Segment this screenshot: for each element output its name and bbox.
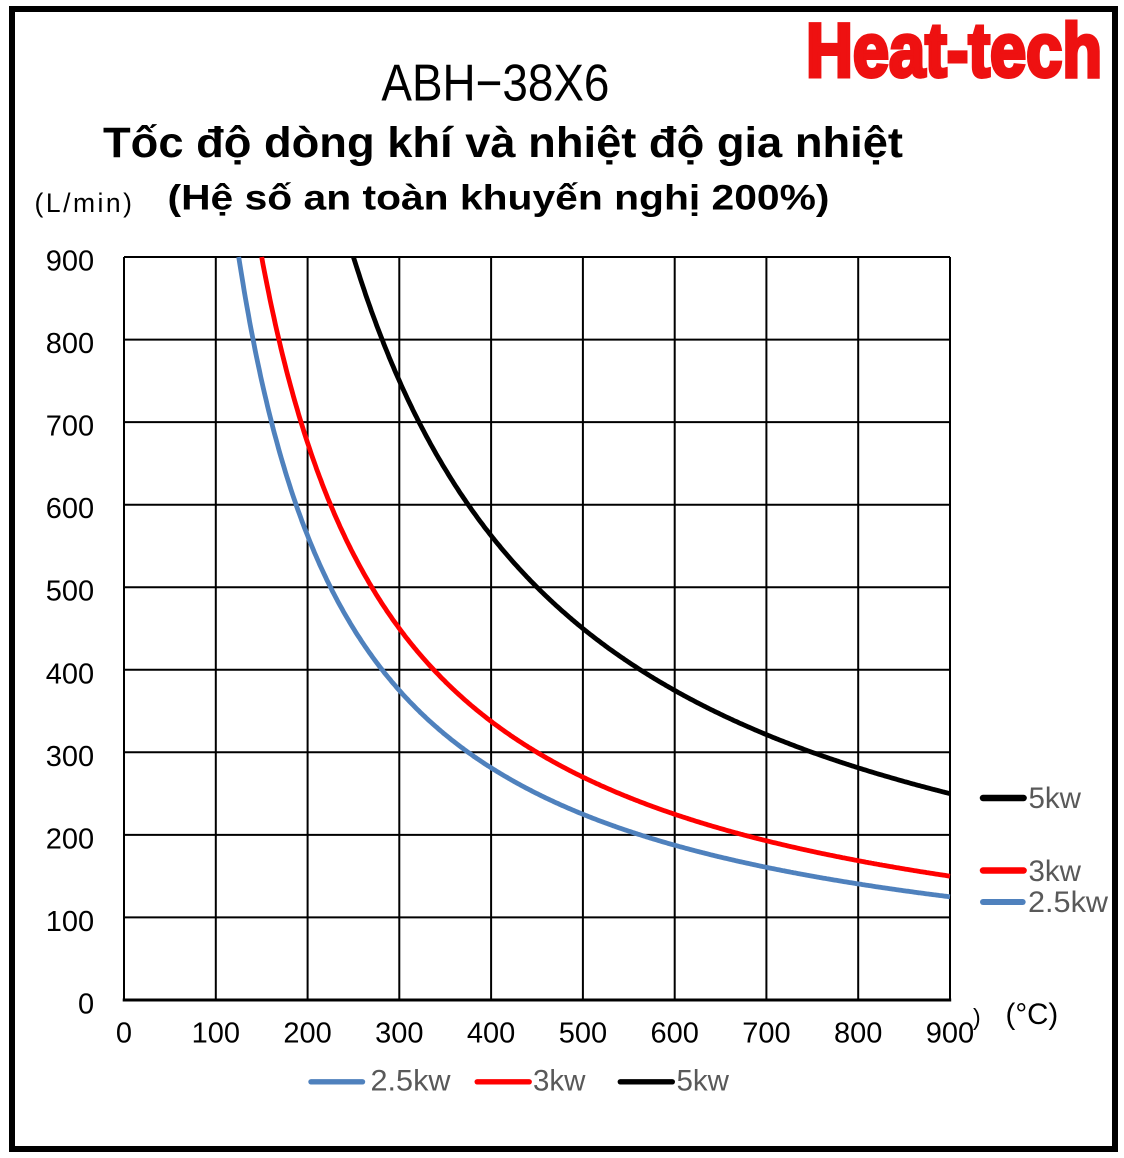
svg-text:800: 800 xyxy=(46,328,94,360)
svg-text:700: 700 xyxy=(742,1018,790,1050)
svg-text:300: 300 xyxy=(46,741,94,773)
svg-text:(°C): (°C) xyxy=(1006,998,1059,1031)
svg-text:300: 300 xyxy=(375,1018,423,1050)
svg-text:200: 200 xyxy=(46,823,94,855)
svg-text:2.5kw: 2.5kw xyxy=(371,1065,452,1098)
svg-text:Tốc độ dòng khí và nhiệt độ gi: Tốc độ dòng khí và nhiệt độ gia nhiệt xyxy=(103,119,903,167)
svg-text:500: 500 xyxy=(46,576,94,608)
svg-text:(L/min): (L/min) xyxy=(35,188,133,218)
svg-text:0: 0 xyxy=(78,989,94,1021)
svg-text:200: 200 xyxy=(283,1018,331,1050)
svg-text:Heat-tech: Heat-tech xyxy=(806,8,1102,93)
svg-text:3kw: 3kw xyxy=(533,1065,586,1098)
svg-text:600: 600 xyxy=(651,1018,699,1050)
svg-text:5kw: 5kw xyxy=(1029,782,1082,815)
svg-text:2.5kw: 2.5kw xyxy=(1028,886,1109,919)
svg-text:3kw: 3kw xyxy=(1029,855,1082,888)
svg-text:800: 800 xyxy=(834,1018,882,1050)
svg-text:900: 900 xyxy=(926,1018,974,1050)
svg-text:): ) xyxy=(973,1004,981,1030)
svg-text:600: 600 xyxy=(46,493,94,525)
svg-text:5kw: 5kw xyxy=(677,1065,730,1098)
svg-text:900: 900 xyxy=(46,246,94,278)
svg-text:ABH−38X6: ABH−38X6 xyxy=(381,54,609,112)
svg-text:400: 400 xyxy=(467,1018,515,1050)
svg-text:0: 0 xyxy=(116,1018,132,1050)
svg-text:100: 100 xyxy=(46,906,94,938)
svg-text:400: 400 xyxy=(46,658,94,690)
svg-text:500: 500 xyxy=(559,1018,607,1050)
svg-text:(Hệ số an toàn khuyến nghị 200: (Hệ số an toàn khuyến nghị 200%) xyxy=(168,179,830,218)
svg-text:700: 700 xyxy=(46,411,94,443)
svg-text:100: 100 xyxy=(192,1018,240,1050)
